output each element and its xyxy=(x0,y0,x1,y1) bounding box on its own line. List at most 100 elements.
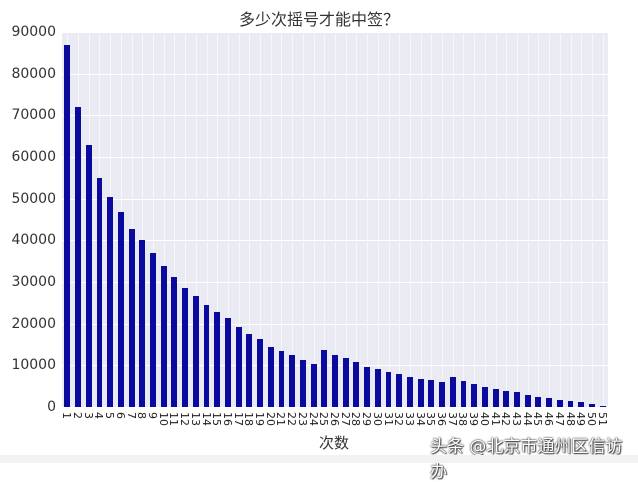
x-tick-label: 51 xyxy=(595,412,609,426)
bar xyxy=(353,362,360,407)
bar xyxy=(160,266,167,407)
bar xyxy=(428,380,435,407)
bar xyxy=(332,354,338,407)
bar xyxy=(588,404,595,407)
bar xyxy=(492,389,499,407)
bar xyxy=(460,381,467,407)
bar xyxy=(567,401,574,407)
v-gridline xyxy=(163,32,165,407)
bar xyxy=(85,144,92,407)
v-gridline xyxy=(142,32,144,407)
bar xyxy=(150,253,156,407)
bar xyxy=(385,372,392,407)
v-gridline xyxy=(367,32,369,407)
v-gridline xyxy=(409,32,411,407)
bar xyxy=(417,379,424,407)
v-gridline xyxy=(153,32,154,407)
bar xyxy=(235,327,242,407)
v-gridline xyxy=(217,32,219,407)
v-gridline xyxy=(474,32,476,407)
y-tick-label: 10000 xyxy=(11,357,56,374)
v-gridline xyxy=(377,32,379,407)
v-gridline xyxy=(206,32,208,407)
v-gridline xyxy=(270,32,272,407)
v-gridline xyxy=(442,32,444,407)
bar xyxy=(224,318,231,407)
bar xyxy=(321,349,328,407)
v-gridline xyxy=(302,32,304,407)
bar xyxy=(107,196,114,407)
bar xyxy=(299,359,306,407)
y-tick-label: 50000 xyxy=(11,190,56,207)
bar xyxy=(128,229,135,407)
bar xyxy=(117,212,124,407)
v-gridline xyxy=(495,32,497,407)
bar xyxy=(514,392,520,407)
v-gridline xyxy=(356,32,358,407)
bar xyxy=(64,44,71,407)
bottom-strip xyxy=(0,455,638,463)
bar xyxy=(449,377,456,407)
v-gridline xyxy=(195,32,197,407)
y-tick-label: 90000 xyxy=(11,24,56,40)
y-tick-label: 30000 xyxy=(11,274,56,290)
v-gridline xyxy=(463,32,465,407)
v-gridline xyxy=(313,32,315,407)
bar xyxy=(171,277,178,407)
v-gridline xyxy=(281,32,283,407)
bar xyxy=(342,357,349,407)
bar xyxy=(75,107,81,407)
bar xyxy=(96,177,103,407)
v-gridline xyxy=(517,32,518,407)
v-gridline xyxy=(570,32,572,407)
bar xyxy=(503,390,510,407)
v-gridline xyxy=(131,32,133,407)
v-gridline xyxy=(345,32,347,407)
bar xyxy=(439,382,445,407)
y-tick-label: 70000 xyxy=(11,107,56,124)
v-gridline xyxy=(484,32,486,407)
v-gridline xyxy=(431,32,433,407)
y-tick-label: 80000 xyxy=(11,65,56,82)
v-gridline xyxy=(559,32,561,407)
v-gridline xyxy=(227,32,229,407)
v-gridline xyxy=(549,32,551,407)
bar xyxy=(374,369,381,407)
v-gridline xyxy=(527,32,529,407)
bar xyxy=(310,363,317,407)
bar xyxy=(289,354,296,407)
bar xyxy=(546,398,553,407)
chart-title: 多少次摇号才能中签？ xyxy=(238,10,399,29)
v-gridline xyxy=(238,32,240,407)
v-gridline xyxy=(249,32,251,407)
bar xyxy=(524,394,531,407)
bar xyxy=(578,402,585,407)
v-gridline xyxy=(292,32,294,407)
v-gridline xyxy=(388,32,390,407)
bar xyxy=(214,312,221,407)
bar xyxy=(182,288,189,407)
v-gridline xyxy=(174,32,176,407)
x-axis-label: 次数 xyxy=(318,434,349,452)
bar xyxy=(535,396,542,407)
bar xyxy=(203,304,210,407)
bar xyxy=(599,405,606,407)
v-gridline xyxy=(185,32,187,407)
v-gridline xyxy=(581,32,583,407)
y-tick-label: 60000 xyxy=(11,149,56,165)
h-gridline xyxy=(62,407,608,408)
plot-area xyxy=(62,32,608,408)
v-gridline xyxy=(506,32,508,407)
bar xyxy=(257,339,263,407)
v-gridline xyxy=(452,32,454,407)
v-gridline xyxy=(538,32,540,407)
v-gridline xyxy=(260,32,262,407)
v-gridline xyxy=(399,32,401,407)
v-gridline xyxy=(420,32,422,407)
bar xyxy=(471,384,478,407)
bar xyxy=(267,347,274,407)
y-tick-label: 20000 xyxy=(11,315,56,332)
bar xyxy=(364,367,371,407)
bar xyxy=(481,386,488,407)
bar xyxy=(278,351,285,407)
